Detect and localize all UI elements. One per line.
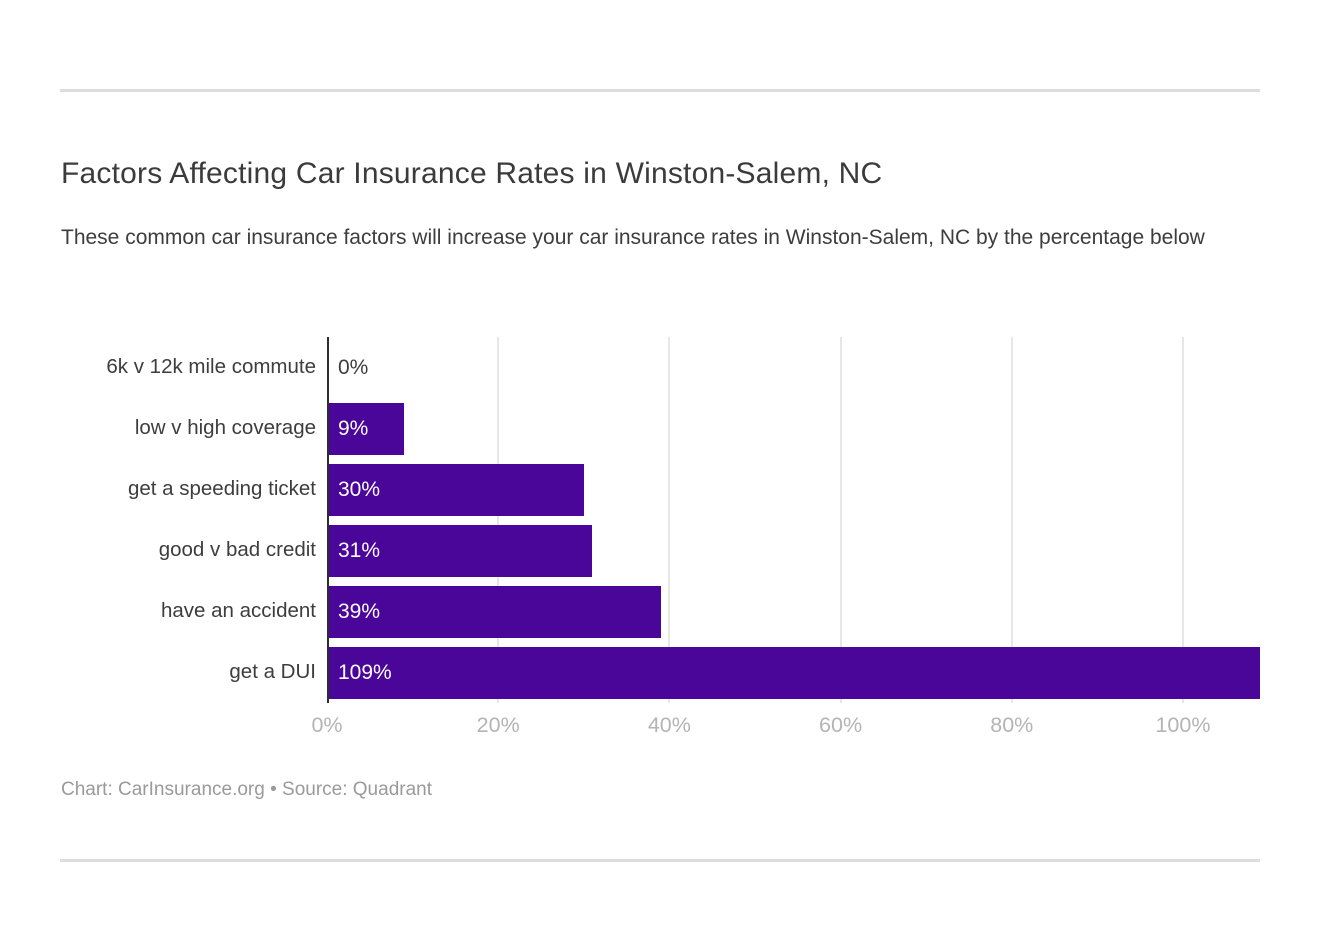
x-tick-label: 100% <box>1155 713 1211 737</box>
bar <box>327 585 661 638</box>
gridline <box>668 337 671 703</box>
y-axis-line <box>327 337 329 703</box>
bar <box>327 463 584 516</box>
bar-track: 0% <box>327 342 1260 394</box>
bar-rows: 6k v 12k mile commute 0% low v high covera… <box>60 337 1260 703</box>
gridline <box>839 337 842 703</box>
bar-row: get a DUI 109% <box>60 642 1260 703</box>
gridline <box>1010 337 1013 703</box>
top-divider <box>60 89 1260 92</box>
gridline <box>1181 337 1184 703</box>
value-label: 39% <box>338 599 381 623</box>
bar-track: 31% <box>327 524 1260 577</box>
x-axis: 0% 20% 40% 60% 80% 100% <box>311 711 1260 739</box>
bar-track: 9% <box>327 402 1260 455</box>
value-label: 30% <box>338 477 381 501</box>
category-label: get a DUI <box>229 660 316 684</box>
bar <box>327 646 1260 699</box>
bar-row: low v high coverage 9% <box>60 398 1260 459</box>
chart-subtitle: These common car insurance factors will … <box>61 226 1205 249</box>
category-label: low v high coverage <box>134 416 316 440</box>
category-label: good v bad credit <box>158 538 316 562</box>
bar-track: 30% <box>327 463 1260 516</box>
value-label: 9% <box>338 416 369 440</box>
plot-area <box>327 337 1260 703</box>
chart-title: Factors Affecting Car Insurance Rates in… <box>61 157 883 190</box>
bar-row: have an accident 39% <box>60 581 1260 642</box>
bar-row: 6k v 12k mile commute 0% <box>60 337 1260 398</box>
bar-row: get a speeding ticket 30% <box>60 459 1260 520</box>
category-label: get a speeding ticket <box>127 477 316 501</box>
value-label: 31% <box>338 538 381 562</box>
value-label: 109% <box>338 660 392 684</box>
bar <box>327 402 405 455</box>
bar-chart: 6k v 12k mile commute 0% low v high covera… <box>60 337 1260 703</box>
gridline <box>497 337 500 703</box>
value-label: 0% <box>338 355 369 379</box>
x-tick-label: 40% <box>647 713 691 737</box>
bar <box>327 524 593 577</box>
x-tick-label: 0% <box>311 713 343 737</box>
x-tick-label: 80% <box>990 713 1034 737</box>
bar-track: 39% <box>327 585 1260 638</box>
chart-footer: Chart: CarInsurance.org • Source: Quadra… <box>61 779 433 800</box>
x-tick-label: 60% <box>819 713 863 737</box>
bar-row: good v bad credit 31% <box>60 520 1260 581</box>
bar-track: 109% <box>327 646 1260 699</box>
category-label: have an accident <box>160 599 316 623</box>
x-tick-label: 20% <box>476 713 520 737</box>
category-label: 6k v 12k mile commute <box>106 355 316 379</box>
bottom-divider <box>60 859 1260 862</box>
